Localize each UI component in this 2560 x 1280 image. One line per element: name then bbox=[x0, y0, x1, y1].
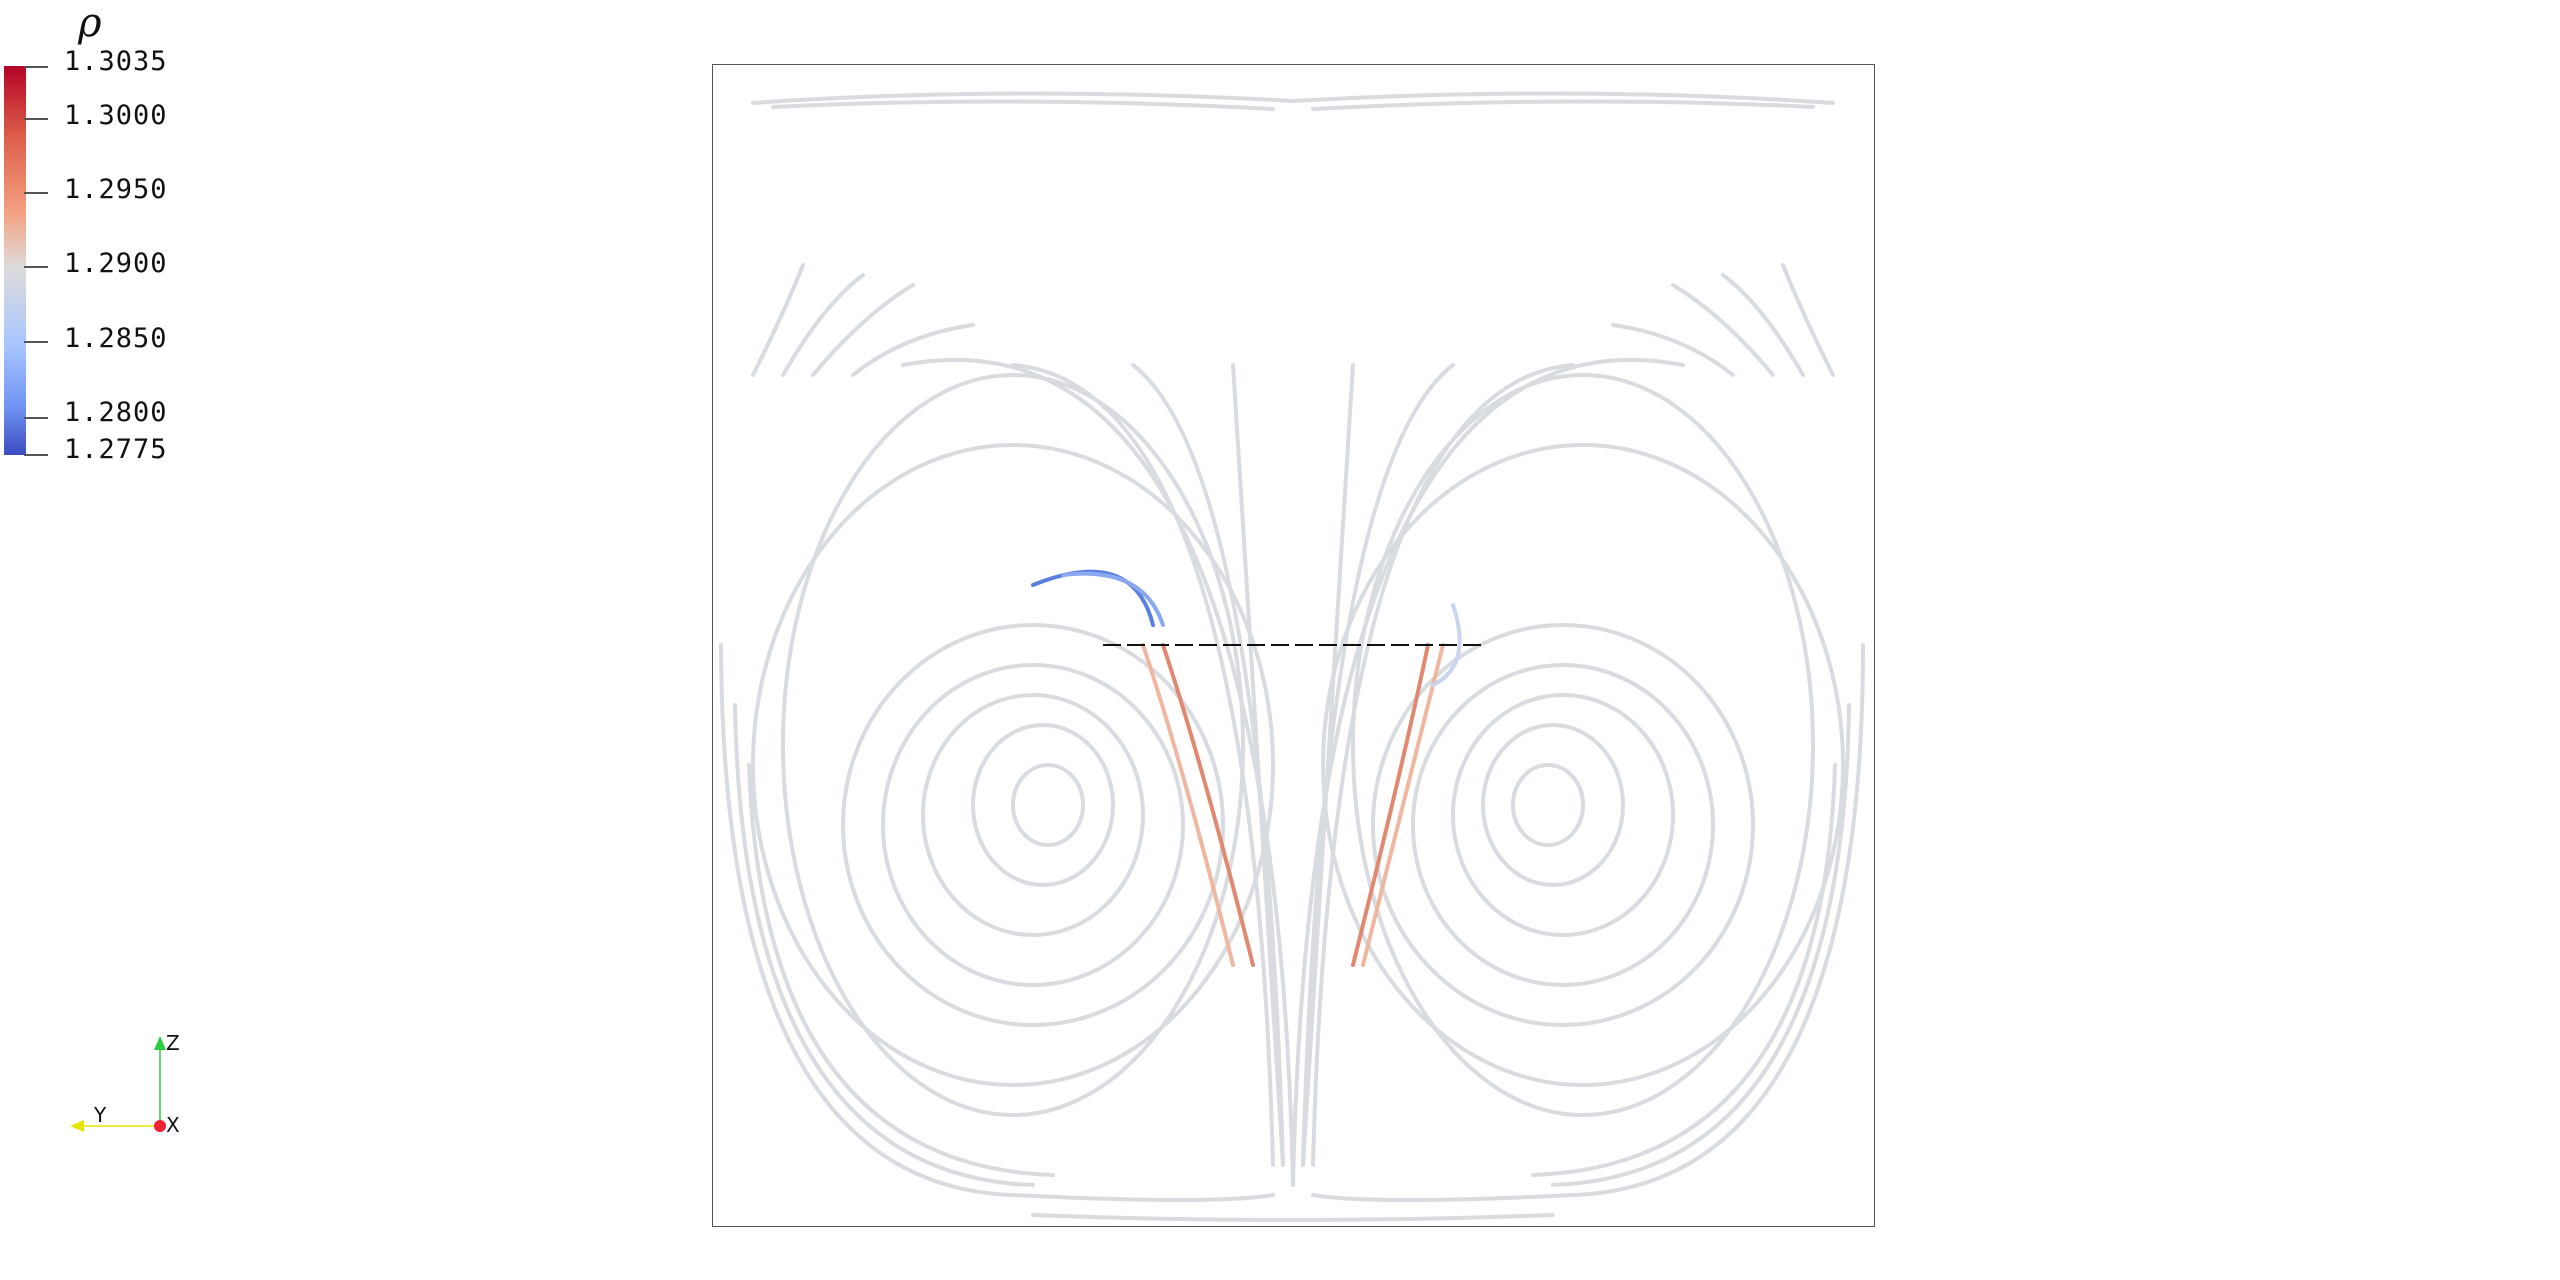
colorbar-tick bbox=[24, 454, 48, 456]
axis-z-label: Z bbox=[166, 1031, 180, 1055]
colorbar-tick bbox=[24, 266, 48, 268]
color-bar bbox=[4, 66, 26, 455]
colorbar-tick bbox=[24, 66, 48, 68]
colorbar-label: 1.2775 bbox=[64, 434, 168, 465]
streamline-render bbox=[719, 91, 1865, 1222]
colorbar-label: 1.2800 bbox=[64, 397, 168, 428]
axis-x-label: X bbox=[166, 1113, 180, 1137]
colorbar-label: 1.2900 bbox=[64, 248, 168, 279]
colorbar-label: 1.3035 bbox=[64, 46, 168, 77]
colorbar-tick bbox=[24, 192, 48, 194]
colorbar-tick bbox=[24, 118, 48, 120]
colorbar-tick bbox=[24, 417, 48, 419]
colorbar-label: 1.2850 bbox=[64, 323, 168, 354]
colorbar-label: 1.2950 bbox=[64, 174, 168, 205]
legend-title: ρ bbox=[78, 0, 102, 46]
orientation-axes: Z Y X bbox=[70, 1031, 180, 1137]
colorbar-label: 1.3000 bbox=[64, 100, 168, 131]
render-viewport[interactable] bbox=[712, 64, 1875, 1227]
colorbar-tick bbox=[24, 341, 48, 343]
axis-y-label: Y bbox=[93, 1103, 107, 1127]
